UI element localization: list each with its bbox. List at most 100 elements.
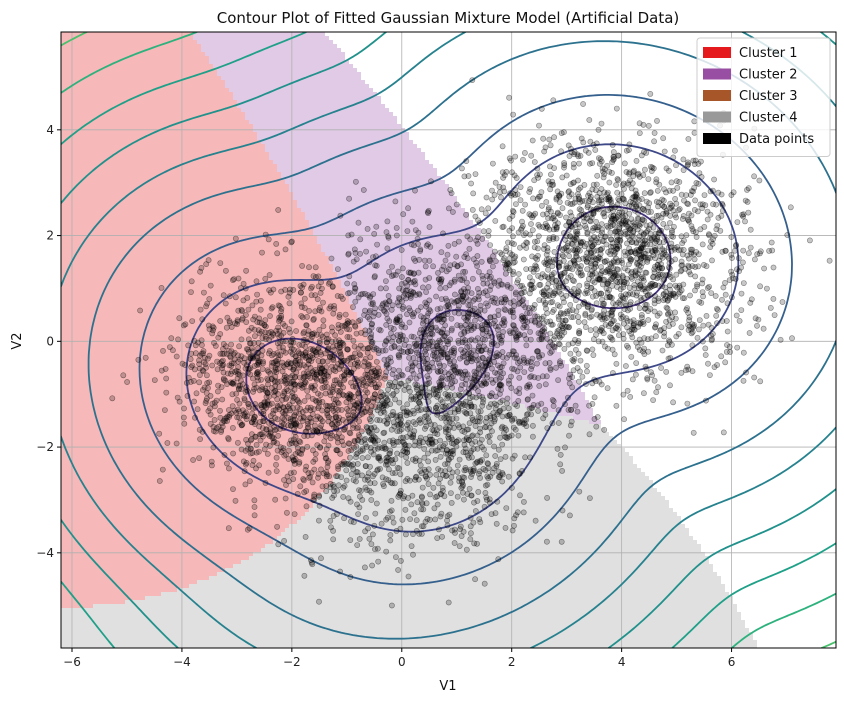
data-point (677, 179, 682, 184)
data-point (335, 267, 340, 272)
data-point (411, 334, 416, 339)
data-point (460, 294, 465, 299)
data-point (452, 241, 457, 246)
data-point (267, 272, 272, 277)
data-point (370, 532, 375, 537)
data-point (269, 376, 274, 381)
data-point (530, 254, 535, 259)
data-point (110, 396, 115, 401)
data-point (467, 246, 472, 251)
data-point (440, 485, 445, 490)
data-point (236, 364, 241, 369)
data-point (374, 359, 379, 364)
data-point (474, 358, 479, 363)
data-point (627, 142, 632, 147)
data-point (354, 257, 359, 262)
data-point (278, 309, 283, 314)
data-point (543, 306, 548, 311)
data-point (624, 241, 629, 246)
data-point (566, 376, 571, 381)
data-point (309, 293, 314, 298)
cluster-region-cell (61, 96, 233, 100)
data-point (363, 328, 368, 333)
data-point (428, 179, 433, 184)
data-point (495, 371, 500, 376)
data-point (456, 438, 461, 443)
data-point (384, 421, 389, 426)
data-point (559, 131, 564, 136)
data-point (262, 323, 267, 328)
data-point (512, 453, 517, 458)
data-point (200, 429, 205, 434)
data-point (394, 233, 399, 238)
data-point (476, 269, 481, 274)
data-point (456, 307, 461, 312)
data-point (335, 388, 340, 393)
data-point (541, 314, 546, 319)
data-point (471, 191, 476, 196)
data-point (546, 267, 551, 272)
data-point (448, 480, 453, 485)
data-point (441, 327, 446, 332)
data-point (357, 419, 362, 424)
data-point (364, 249, 369, 254)
data-point (463, 269, 468, 274)
data-point (312, 498, 317, 503)
data-point (247, 526, 252, 531)
cluster-region-cell (61, 508, 309, 512)
data-point (654, 213, 659, 218)
data-point (550, 309, 555, 314)
data-point (297, 359, 302, 364)
data-point (503, 454, 508, 459)
data-point (446, 457, 451, 462)
data-point (469, 291, 474, 296)
data-point (713, 293, 718, 298)
data-point (348, 538, 353, 543)
data-point (510, 310, 515, 315)
data-point (283, 350, 288, 355)
data-point (714, 227, 719, 232)
data-point (353, 179, 358, 184)
data-point (565, 309, 570, 314)
data-point (545, 495, 550, 500)
cluster-region-cell (61, 44, 201, 48)
data-point (382, 430, 387, 435)
data-point (487, 356, 492, 361)
data-point (558, 274, 563, 279)
data-point (696, 327, 701, 332)
data-point (448, 337, 453, 342)
data-point (623, 363, 628, 368)
data-point (648, 190, 653, 195)
data-point (615, 284, 620, 289)
data-point (508, 300, 513, 305)
data-point (212, 400, 217, 405)
cluster-region-cell (309, 224, 477, 228)
data-point (240, 309, 245, 314)
data-point (577, 289, 582, 294)
data-point (446, 243, 451, 248)
data-point (280, 369, 285, 374)
cluster-region-cell (249, 120, 397, 124)
data-point (252, 513, 257, 518)
data-point (422, 327, 427, 332)
data-point (189, 279, 194, 284)
data-point (604, 223, 609, 228)
cluster-region-cell (61, 496, 317, 500)
data-point (136, 357, 141, 362)
data-point (561, 300, 566, 305)
cluster-region-cell (61, 584, 189, 588)
data-point (376, 312, 381, 317)
data-point (322, 385, 327, 390)
data-point (443, 285, 448, 290)
data-point (460, 278, 465, 283)
data-point (615, 238, 620, 243)
data-point (370, 340, 375, 345)
data-point (283, 247, 288, 252)
cluster-region-cell (61, 216, 305, 220)
data-point (352, 344, 357, 349)
data-point (807, 238, 812, 243)
data-point (753, 316, 758, 321)
data-point (304, 314, 309, 319)
data-point (544, 223, 549, 228)
data-point (346, 251, 351, 256)
